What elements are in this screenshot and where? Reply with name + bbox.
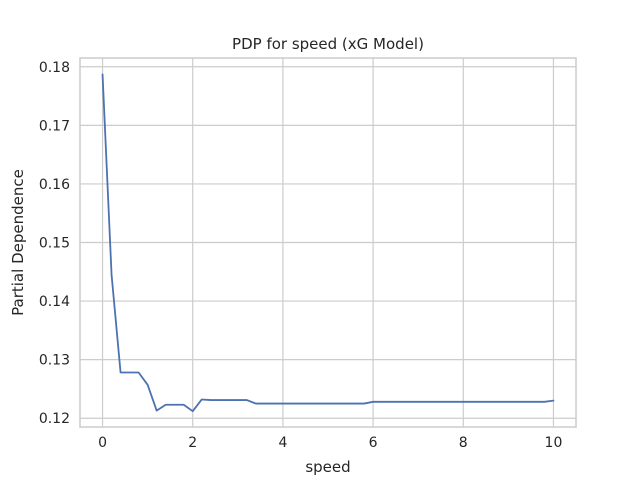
x-axis-label: speed: [305, 458, 350, 476]
y-tick-label: 0.14: [39, 294, 70, 310]
y-tick-label: 0.15: [39, 236, 70, 252]
x-tick-label: 10: [545, 435, 563, 451]
y-axis-label: Partial Dependence: [9, 169, 27, 316]
y-tick-label: 0.17: [39, 118, 70, 134]
x-tick-label: 6: [369, 435, 378, 451]
x-tick-label: 8: [459, 435, 468, 451]
y-tick-label: 0.12: [39, 411, 70, 427]
x-tick-label: 4: [278, 435, 287, 451]
y-axis-ticks: 0.12 0.13 0.14 0.15 0.16 0.17 0.18: [39, 60, 70, 427]
plot-frame: [79, 57, 577, 428]
y-tick-label: 0.13: [39, 353, 70, 369]
grid: [80, 58, 576, 427]
y-tick-label: 0.18: [39, 60, 70, 76]
x-tick-label: 2: [188, 435, 197, 451]
y-tick-label: 0.16: [39, 177, 70, 193]
chart-title: PDP for speed (xG Model): [232, 35, 424, 53]
series-layer: [101, 73, 555, 413]
x-tick-label: 0: [98, 435, 107, 451]
x-axis-ticks: 0 2 4 6 8 10: [98, 435, 562, 451]
pdp-line: [101, 73, 555, 413]
